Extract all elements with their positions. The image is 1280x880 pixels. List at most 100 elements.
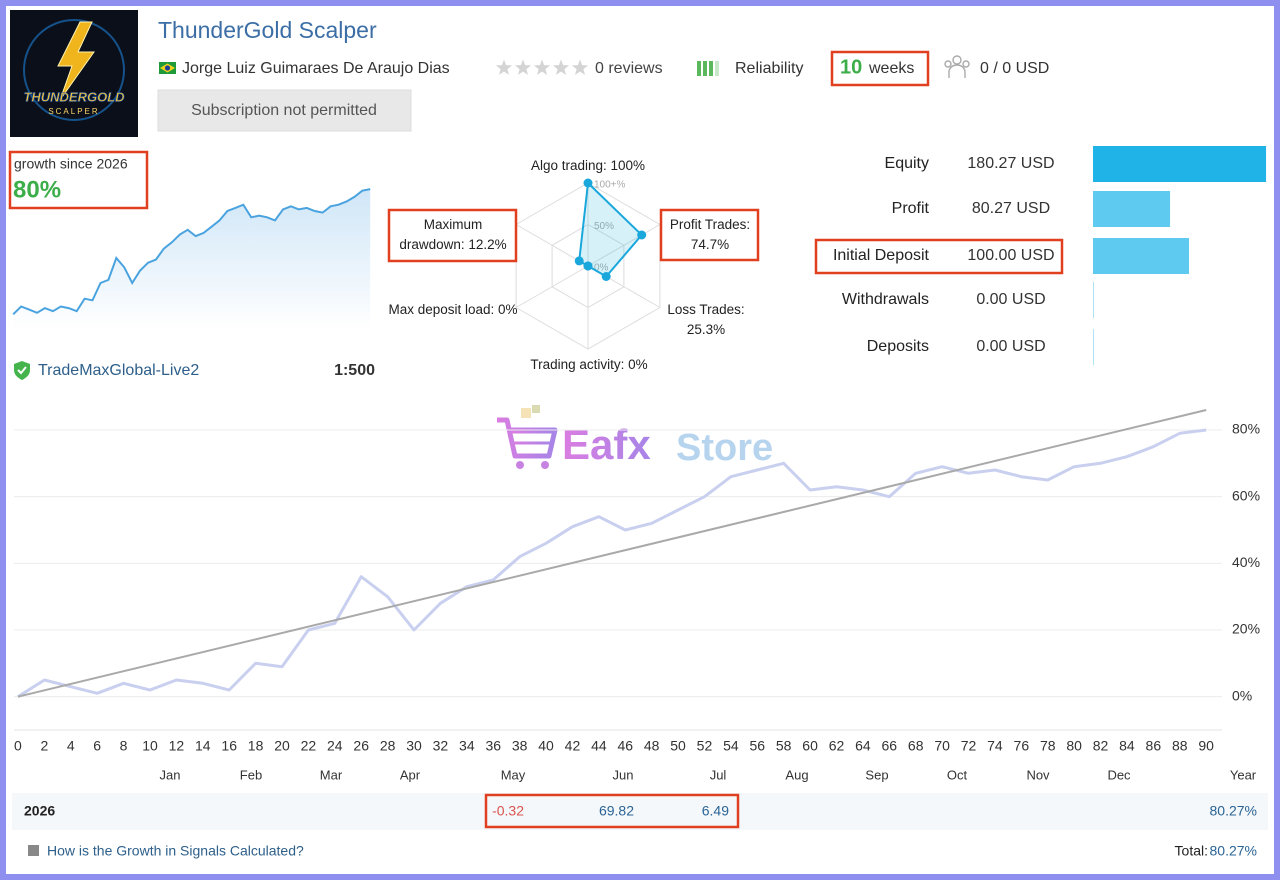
radar-axis-name: Trading activity: [530, 357, 625, 372]
balance-label: Initial Deposit [833, 247, 930, 264]
highlight-box [830, 50, 930, 87]
highlight-box [387, 208, 518, 263]
radar-axis-value: 0% [628, 357, 648, 372]
total-label: Total: [1175, 843, 1208, 859]
month-label: Nov [1026, 767, 1050, 782]
x-tick-label: 86 [1146, 738, 1162, 754]
x-tick-label: 44 [591, 738, 607, 754]
radar-area [578, 180, 644, 278]
x-tick-label: 60 [802, 738, 818, 754]
x-tick-label: 34 [459, 738, 475, 754]
radar-axis-name: Algo trading: [530, 158, 607, 173]
mini-growth-chart [12, 188, 371, 330]
help-link[interactable]: How is the Growth in Signals Calculated? [47, 843, 304, 859]
flag-icon [159, 62, 176, 74]
watermark: Eafx Store [497, 405, 773, 469]
month-label: Apr [400, 767, 421, 782]
rating-stars [495, 59, 589, 75]
y-tick-label: 80% [1232, 421, 1260, 437]
x-tick-label: 74 [987, 738, 1003, 754]
table-cells: -0.32 69.82 6.49 [492, 803, 729, 819]
growth-label: growth since 2026 [14, 156, 128, 172]
radar-point [637, 230, 647, 240]
month-label: Jul [710, 767, 727, 782]
radar-axis-name: Maximum drawdown: [399, 217, 483, 252]
month-label: Mar [320, 767, 343, 782]
x-tick-label: 8 [120, 738, 128, 754]
month-label: Jan [160, 767, 181, 782]
subscribe-button[interactable] [157, 89, 412, 132]
x-tick-label: 52 [697, 738, 713, 754]
logo: THUNDERGOLD SCALPER [10, 10, 138, 137]
y-tick-label: 40% [1232, 554, 1260, 570]
balance-label: Equity [885, 155, 929, 172]
balance-value: 80.27 USD [972, 200, 1050, 217]
y-tick-label: 60% [1232, 487, 1260, 503]
month-label: Feb [240, 767, 262, 782]
x-tick-label: 26 [353, 738, 369, 754]
radar-spoke [587, 224, 661, 267]
logo-subtext: SCALPER [48, 107, 99, 116]
x-tick-label: 50 [670, 738, 686, 754]
x-tick-label: 30 [406, 738, 422, 754]
x-tick-label: 66 [882, 738, 898, 754]
x-tick-label: 6 [93, 738, 101, 754]
radar-label: Trading activity: 0% [489, 355, 689, 375]
highlight-box [659, 208, 760, 262]
x-tick-label: 4 [67, 738, 75, 754]
x-tick-label: 78 [1040, 738, 1056, 754]
table-cell: 69.82 [599, 803, 634, 819]
x-tick-label: 46 [617, 738, 633, 754]
reviews[interactable]: 0 reviews [595, 60, 663, 77]
x-tick-label: 10 [142, 738, 158, 754]
x-tick-label: 32 [433, 738, 449, 754]
balance-label: Withdrawals [842, 291, 929, 308]
x-tick-label: 14 [195, 738, 211, 754]
radar-spoke [515, 265, 589, 308]
x-tick-label: 80 [1066, 738, 1082, 754]
mini-area [13, 189, 371, 330]
x-tick-label: 16 [221, 738, 237, 754]
subscribers: 0 / 0 USD [980, 60, 1049, 77]
author-name[interactable]: Jorge Luiz Guimaraes De Araujo Dias [182, 60, 450, 77]
balance-panel: Equity 180.27 USD Profit 80.27 USD Initial D… [833, 146, 1267, 365]
x-tick-label: 90 [1198, 738, 1214, 754]
logo-text: THUNDERGOLD [23, 89, 125, 104]
info-icon [28, 845, 39, 856]
line-series [17, 409, 1207, 698]
signal-title[interactable]: ThunderGold Scalper [158, 17, 377, 43]
radar-axis-name: Max deposit load: [388, 302, 495, 317]
y-tick-label: 0% [1232, 687, 1252, 703]
balance-bar [1093, 238, 1189, 274]
subscribe-button-label[interactable]: Subscription not permitted [191, 102, 377, 119]
balance-value: 0.00 USD [976, 338, 1045, 355]
x-tick-label: 2 [40, 738, 48, 754]
watermark-brand: Eafx [562, 421, 651, 468]
balance-bar [1093, 146, 1267, 182]
radar-label: Profit Trades: 74.7% [663, 215, 758, 255]
radar-point [601, 271, 611, 281]
x-tick-label: 40 [538, 738, 554, 754]
x-tick-label: 24 [327, 738, 343, 754]
table-cell: -0.32 [492, 803, 524, 819]
x-tick-label: 28 [380, 738, 396, 754]
radar-axis-value: 74.7% [690, 237, 730, 252]
x-tick-label: 18 [248, 738, 264, 754]
star [571, 59, 589, 75]
balance-label: Profit [892, 200, 930, 217]
star [514, 59, 532, 75]
radar-tick-label: 100+% [594, 180, 626, 191]
month-label: Sep [865, 767, 888, 782]
radar-point [574, 256, 584, 266]
x-tick-label: 64 [855, 738, 871, 754]
table-row [12, 793, 1268, 830]
month-label: Oct [947, 767, 968, 782]
star [533, 59, 551, 75]
highlight-box [8, 150, 149, 210]
server-name[interactable]: TradeMaxGlobal-Live2 [38, 362, 199, 379]
x-tick-label: 54 [723, 738, 739, 754]
year-label: Year [1230, 767, 1257, 782]
y-tick-label: 20% [1232, 621, 1260, 637]
